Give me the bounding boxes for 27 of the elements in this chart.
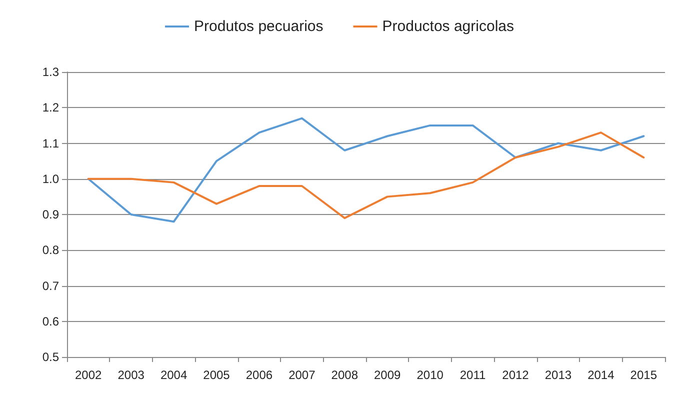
y-tick-label: 0.5 [42,350,60,364]
x-tick-label: 2009 [374,368,402,382]
x-tick-label: 2004 [160,368,188,382]
line-series [87,132,645,220]
x-tick-label: 2013 [544,368,572,382]
legend-label: Productos agricolas [382,18,514,35]
x-tick-label: 2012 [502,368,530,382]
x-tick-label: 2014 [588,368,615,382]
x-tick-label: 2007 [288,368,316,382]
x-tick-label: 2006 [246,368,273,382]
legend-label: Produtos pecuarios [194,18,324,35]
x-tick-label: 2003 [118,368,145,382]
y-tick-label: 0.9 [42,208,60,222]
x-tick-label: 2008 [331,368,358,382]
y-tick-label: 1.2 [42,100,60,115]
x-tick-label: 2002 [75,368,102,382]
y-tick-label: 1.1 [42,136,60,150]
x-tick-label: 2015 [630,368,658,382]
x-tick-label: 2010 [416,368,444,382]
y-tick-label: 1.3 [42,65,60,79]
y-tick-label: 0.7 [42,278,60,293]
y-tick-label: 0.8 [42,243,60,258]
x-tick-label: 2005 [203,368,230,382]
y-tick-label: 0.6 [42,314,60,328]
y-tick-label: 1.0 [42,172,60,186]
x-tick-label: 2011 [460,368,486,382]
line-series [87,117,645,223]
